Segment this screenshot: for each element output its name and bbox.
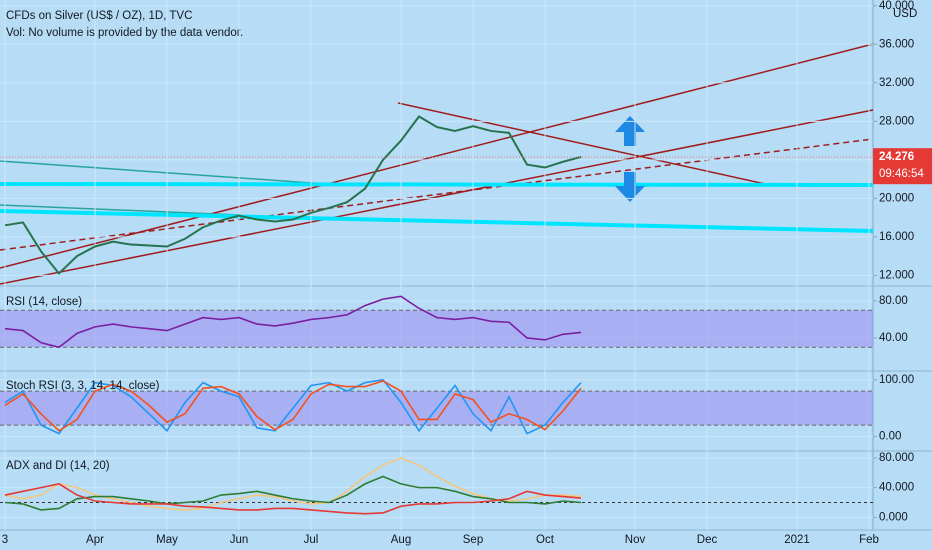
series-line [4, 475, 582, 511]
countdown: 09:46:54 [879, 168, 924, 180]
panel-title: Stoch RSI (3, 3, 14, 14, close) [6, 380, 160, 392]
y-tick-label: 80.000 [879, 452, 914, 464]
y-tick-label: 12.000 [879, 269, 914, 281]
axis-label: USD [893, 8, 917, 20]
up-arrow [615, 116, 645, 146]
x-tick-label: 3 [2, 534, 8, 546]
y-tick-label: 0.000 [879, 511, 908, 523]
last-price: 24.276 [879, 151, 914, 163]
y-tick-label: 16.000 [879, 231, 914, 243]
x-tick-label: Sep [463, 534, 483, 546]
x-tick-label: Nov [625, 534, 646, 546]
trend-line [0, 160, 341, 186]
series-line [4, 380, 582, 432]
y-tick-label: 20.000 [879, 192, 914, 204]
support-line [0, 209, 874, 233]
price-badge [873, 148, 932, 185]
panel-title: RSI (14, close) [6, 296, 82, 308]
x-tick-label: May [156, 534, 178, 546]
trend-line [0, 204, 241, 216]
y-tick-label: 100.00 [879, 374, 914, 386]
y-tick-label: 40.000 [879, 482, 914, 494]
y-tick-label: 40.000 [879, 0, 914, 12]
trend-line [0, 138, 874, 251]
series-line [4, 483, 582, 515]
series-line [4, 378, 582, 435]
y-tick-label: 28.000 [879, 115, 914, 127]
price-axis [873, 0, 932, 550]
x-tick-label: Oct [536, 534, 555, 546]
drawings [0, 43, 874, 285]
x-tick-label: Jun [230, 534, 249, 546]
x-tick-label: Jul [304, 534, 319, 546]
chart-title: CFDs on Silver (US$ / OZ), 1D, TVC [6, 10, 192, 22]
chart-subtitle: Vol: No volume is provided by the data v… [6, 27, 243, 39]
y-tick-label: 32.000 [879, 77, 914, 89]
panel-title: ADX and DI (14, 20) [6, 460, 110, 472]
trend-line [397, 102, 771, 186]
y-tick-label: 36.000 [879, 38, 914, 50]
trend-line [0, 109, 874, 285]
x-tick-label: Feb [859, 534, 879, 546]
x-tick-label: Apr [86, 534, 104, 546]
y-tick-label: 40.00 [879, 332, 908, 344]
down-arrow [615, 172, 645, 202]
support-line [0, 182, 874, 187]
x-tick-label: 2021 [784, 534, 810, 546]
series-line [4, 295, 582, 349]
x-tick-label: Aug [391, 534, 411, 546]
trend-line [0, 43, 874, 269]
x-tick-label: Dec [697, 534, 718, 546]
band [0, 310, 873, 348]
y-tick-label: 0.00 [879, 430, 901, 442]
series-line [4, 115, 582, 275]
y-tick-label: 80.00 [879, 295, 908, 307]
